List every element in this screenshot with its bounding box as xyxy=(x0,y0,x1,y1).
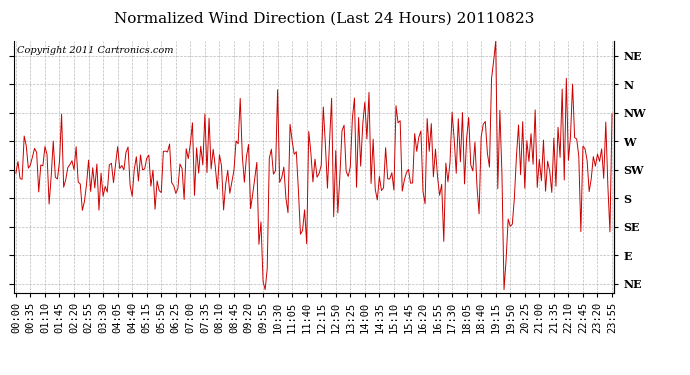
Text: Copyright 2011 Cartronics.com: Copyright 2011 Cartronics.com xyxy=(17,46,173,55)
Text: Normalized Wind Direction (Last 24 Hours) 20110823: Normalized Wind Direction (Last 24 Hours… xyxy=(114,11,535,25)
